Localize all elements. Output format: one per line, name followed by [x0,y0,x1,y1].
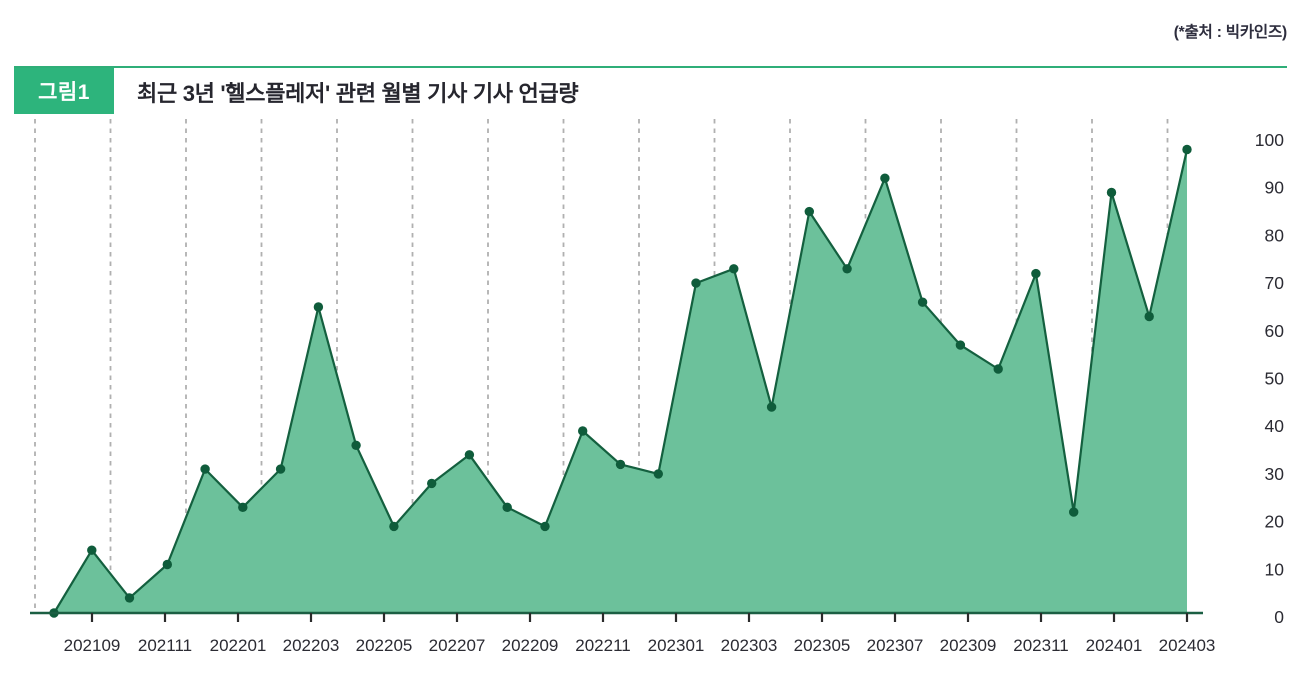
x-axis-label: 202305 [794,636,851,655]
y-axis-label: 60 [1265,321,1285,341]
x-axis-label: 202205 [356,636,413,655]
y-axis-labels: 0 10 20 30 40 50 60 70 80 90 100 [1255,130,1284,627]
x-axis-label: 202303 [721,636,778,655]
y-axis-label: 10 [1265,559,1285,579]
y-axis-label: 20 [1265,512,1285,532]
data-point [427,478,437,489]
header-rule [14,66,1287,68]
y-axis-label: 90 [1265,178,1285,198]
area-fill [54,149,1187,613]
x-axis-label: 202211 [575,636,630,655]
x-axis-label: 202201 [210,636,267,655]
data-point [540,521,550,532]
data-point [993,364,1003,374]
data-point [464,450,475,460]
x-axis-label: 202309 [940,636,997,655]
y-axis-label: 30 [1265,464,1285,484]
y-axis-label: 70 [1265,273,1285,293]
data-point [804,206,814,217]
x-axis-label: 202111 [138,636,192,655]
data-point [1144,311,1154,322]
x-axis-label: 202209 [502,636,559,655]
data-point [729,264,739,274]
x-axis-label: 202301 [648,636,705,655]
data-point [1031,268,1041,279]
data-point [87,545,97,555]
y-axis-label: 80 [1265,225,1285,245]
data-point [238,502,248,512]
data-point [842,264,852,274]
data-point [162,559,172,570]
data-point [275,464,286,474]
y-axis-label: 0 [1274,607,1284,627]
data-point [615,459,626,470]
data-point [389,521,399,532]
data-point [880,173,890,183]
y-axis-label: 40 [1265,416,1285,436]
x-axis-label: 202207 [429,636,486,655]
data-point [955,340,966,350]
figure-badge: 그림1 [14,68,114,114]
x-axis-label: 202311 [1013,636,1068,655]
x-axis-label: 202401 [1086,636,1143,655]
data-point [1106,187,1117,198]
data-point [124,593,135,603]
data-point [1182,144,1192,155]
data-point [578,426,588,436]
x-axis-label: 202203 [283,636,340,655]
x-axis-ticks [90,613,1189,622]
y-axis-label: 100 [1255,130,1284,150]
data-point [502,502,512,512]
data-point [653,469,663,479]
data-point [200,464,210,474]
y-axis-label: 50 [1265,369,1285,389]
x-axis-label: 202109 [64,636,121,655]
x-axis-labels: 202109 202111 202201 202203 202205 202207 2022… [64,636,1216,655]
x-axis-label: 202307 [867,636,924,655]
data-point [1069,507,1079,517]
data-point [917,297,928,307]
data-point [313,302,324,312]
data-point [766,402,777,412]
data-points [49,144,1192,618]
data-point [691,278,701,288]
chart-title: 최근 3년 '헬스플레저' 관련 월별 기사 기사 언급량 [137,81,579,106]
source-note: (*출처 : 빅카인즈) [1173,24,1287,41]
x-axis-label: 202403 [1159,636,1216,655]
data-point [351,440,361,450]
